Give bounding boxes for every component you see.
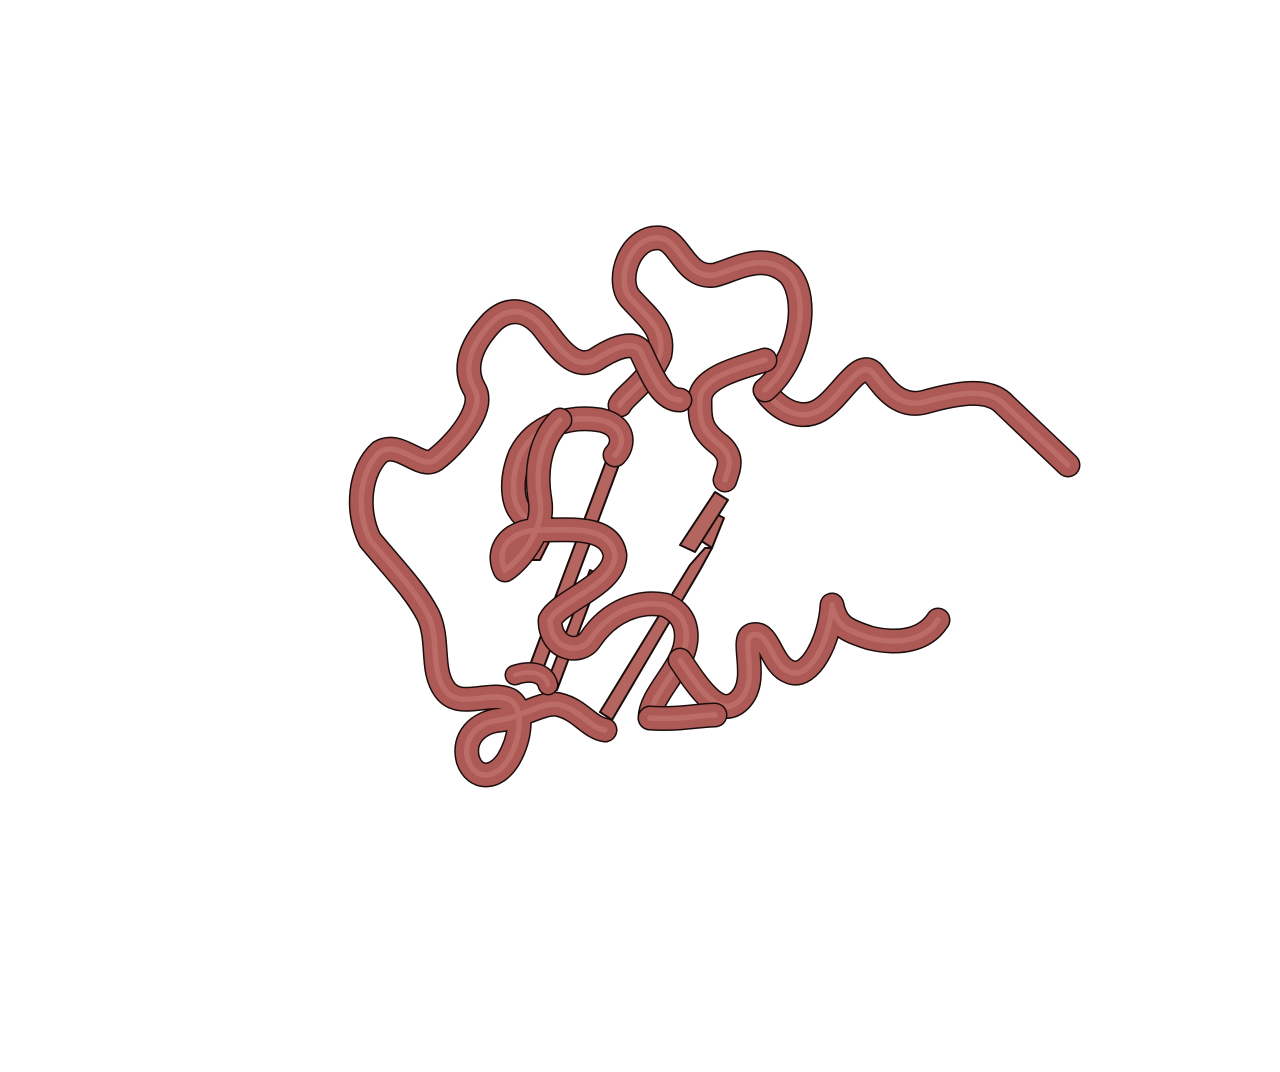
coil-backbone <box>348 225 1081 788</box>
beta-strand-right <box>679 491 729 553</box>
coil-top-loop <box>607 225 813 418</box>
coil-bottom-knot <box>504 662 559 696</box>
coil-left-loop <box>348 299 693 788</box>
coil-right-tail <box>752 357 1081 478</box>
coil-center-helix <box>489 407 699 731</box>
coil-lower-right-tail <box>667 592 951 719</box>
coil-upper-right <box>687 347 778 493</box>
coil-lower-connector <box>637 702 728 731</box>
